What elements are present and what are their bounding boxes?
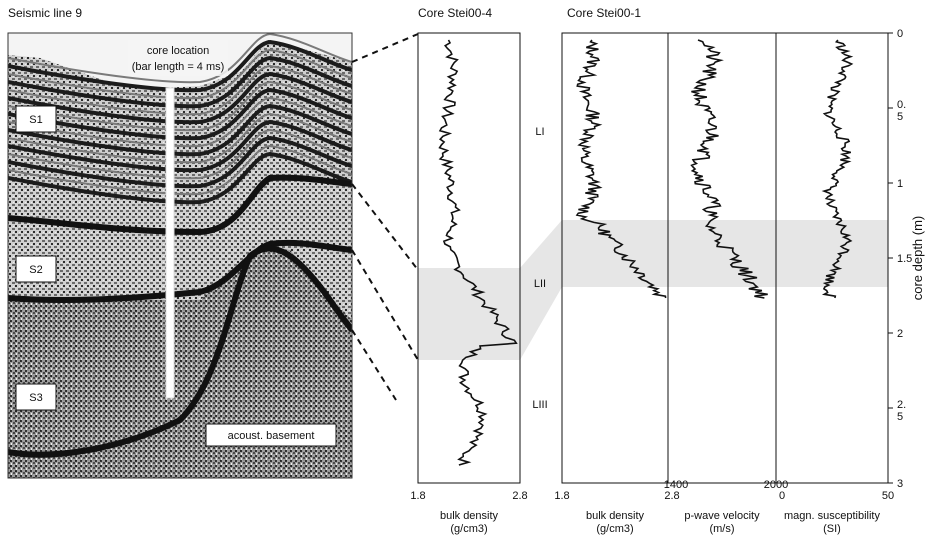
reflector-line [8,64,352,116]
xlabel-core1d-2: (g/cm3) [596,523,633,535]
unit-s2-label: S2 [29,264,42,276]
unit-s1-label: S1 [29,114,42,126]
curve-core1-pwave [690,39,768,299]
unit-s3-label: S3 [29,392,42,404]
depth-tick-label: 5 [897,411,903,423]
reflector-line [8,87,352,141]
depth-tick-label: 5 [897,111,903,123]
basement-label: acoust. basement [228,430,315,442]
horizon-s1-base [8,174,352,236]
reflector-line [8,33,352,84]
reflector-line [8,112,352,164]
xtick-core1d-min: 1.8 [554,490,569,502]
panel-core4-density [417,32,521,484]
depth-axis-label: core depth (m) [910,216,925,301]
depth-tick-label: 0 [897,28,903,40]
reflector-line [8,39,352,93]
reflector-line [8,80,352,132]
reflector-line [8,96,352,148]
basement-box [205,423,337,447]
reflector-line [8,144,352,196]
bar-length-label: (bar length = 4 ms) [132,61,225,73]
unit-s2-box [15,255,57,283]
seismic-frame [7,32,353,479]
xtick-core1p-min: 1400 [664,479,688,491]
xtick-core1d-max: 2.8 [664,490,679,502]
xtick-core1p-max: 2000 [764,479,788,491]
depth-tick-label: 1.5 [897,253,912,265]
depth-axis: 00.511.522.53 core depth (m) [887,28,925,490]
horizon-s2-base [8,239,352,303]
xlabel-core4-1: bulk density [440,510,499,522]
depth-tick-label: 3 [897,478,903,490]
connector-lower [351,249,419,361]
curve-core1-susc [821,39,854,299]
basement-texture [8,245,352,478]
depth-tick-label: 2. [897,399,906,411]
unit-s3-box [15,383,57,411]
xtick-core1s-min: 0 [779,490,785,502]
core1-title: Core Stei00-1 [567,6,642,20]
reflector-line [8,55,352,109]
reflector-line [8,71,352,125]
connector-bottom [351,329,397,401]
xlabel-core1p-1: p-wave velocity [684,510,760,522]
correlation-shade [418,220,888,360]
s1-reflectors [8,33,352,205]
seismic-title: Seismic line 9 [8,6,83,20]
xlabel-core1d-1: bulk density [586,510,645,522]
seismic-section [8,33,352,478]
lith-unit-2: LII [534,278,546,290]
reflector-line [8,128,352,180]
core4-title: Core Stei00-4 [418,6,493,20]
curve-core1-density [575,39,667,299]
xlabel-core1s-2: (SI) [823,523,841,535]
xlabel-core4-2: (g/cm3) [450,523,487,535]
lith-unit-3: LIII [532,399,547,411]
annotation-bg [128,40,228,76]
core-location-label: core location [147,45,209,57]
reflector-line [8,151,352,205]
xtick-core4-min: 1.8 [410,490,425,502]
xtick-core4-max: 2.8 [512,490,527,502]
reflector-line [8,103,352,157]
reflector-line [8,135,352,189]
unit-s1-box [15,105,57,133]
acoustic-basement-horizon [8,245,352,458]
xlabel-core1p-2: (m/s) [709,523,734,535]
connector-top [351,33,419,63]
xlabel-core1s-1: magn. susceptibility [784,510,880,522]
depth-tick-label: 2 [897,328,903,340]
reflector-line [8,48,352,100]
depth-tick-label: 0. [897,99,906,111]
connector-mid [351,183,419,271]
depth-tick-label: 1 [897,178,903,190]
core-location-bar [165,87,175,399]
xtick-core1s-max: 50 [882,490,894,502]
lith-unit-1: LI [535,126,544,138]
reflector-line [8,119,352,173]
curve-core4-density [438,39,518,466]
